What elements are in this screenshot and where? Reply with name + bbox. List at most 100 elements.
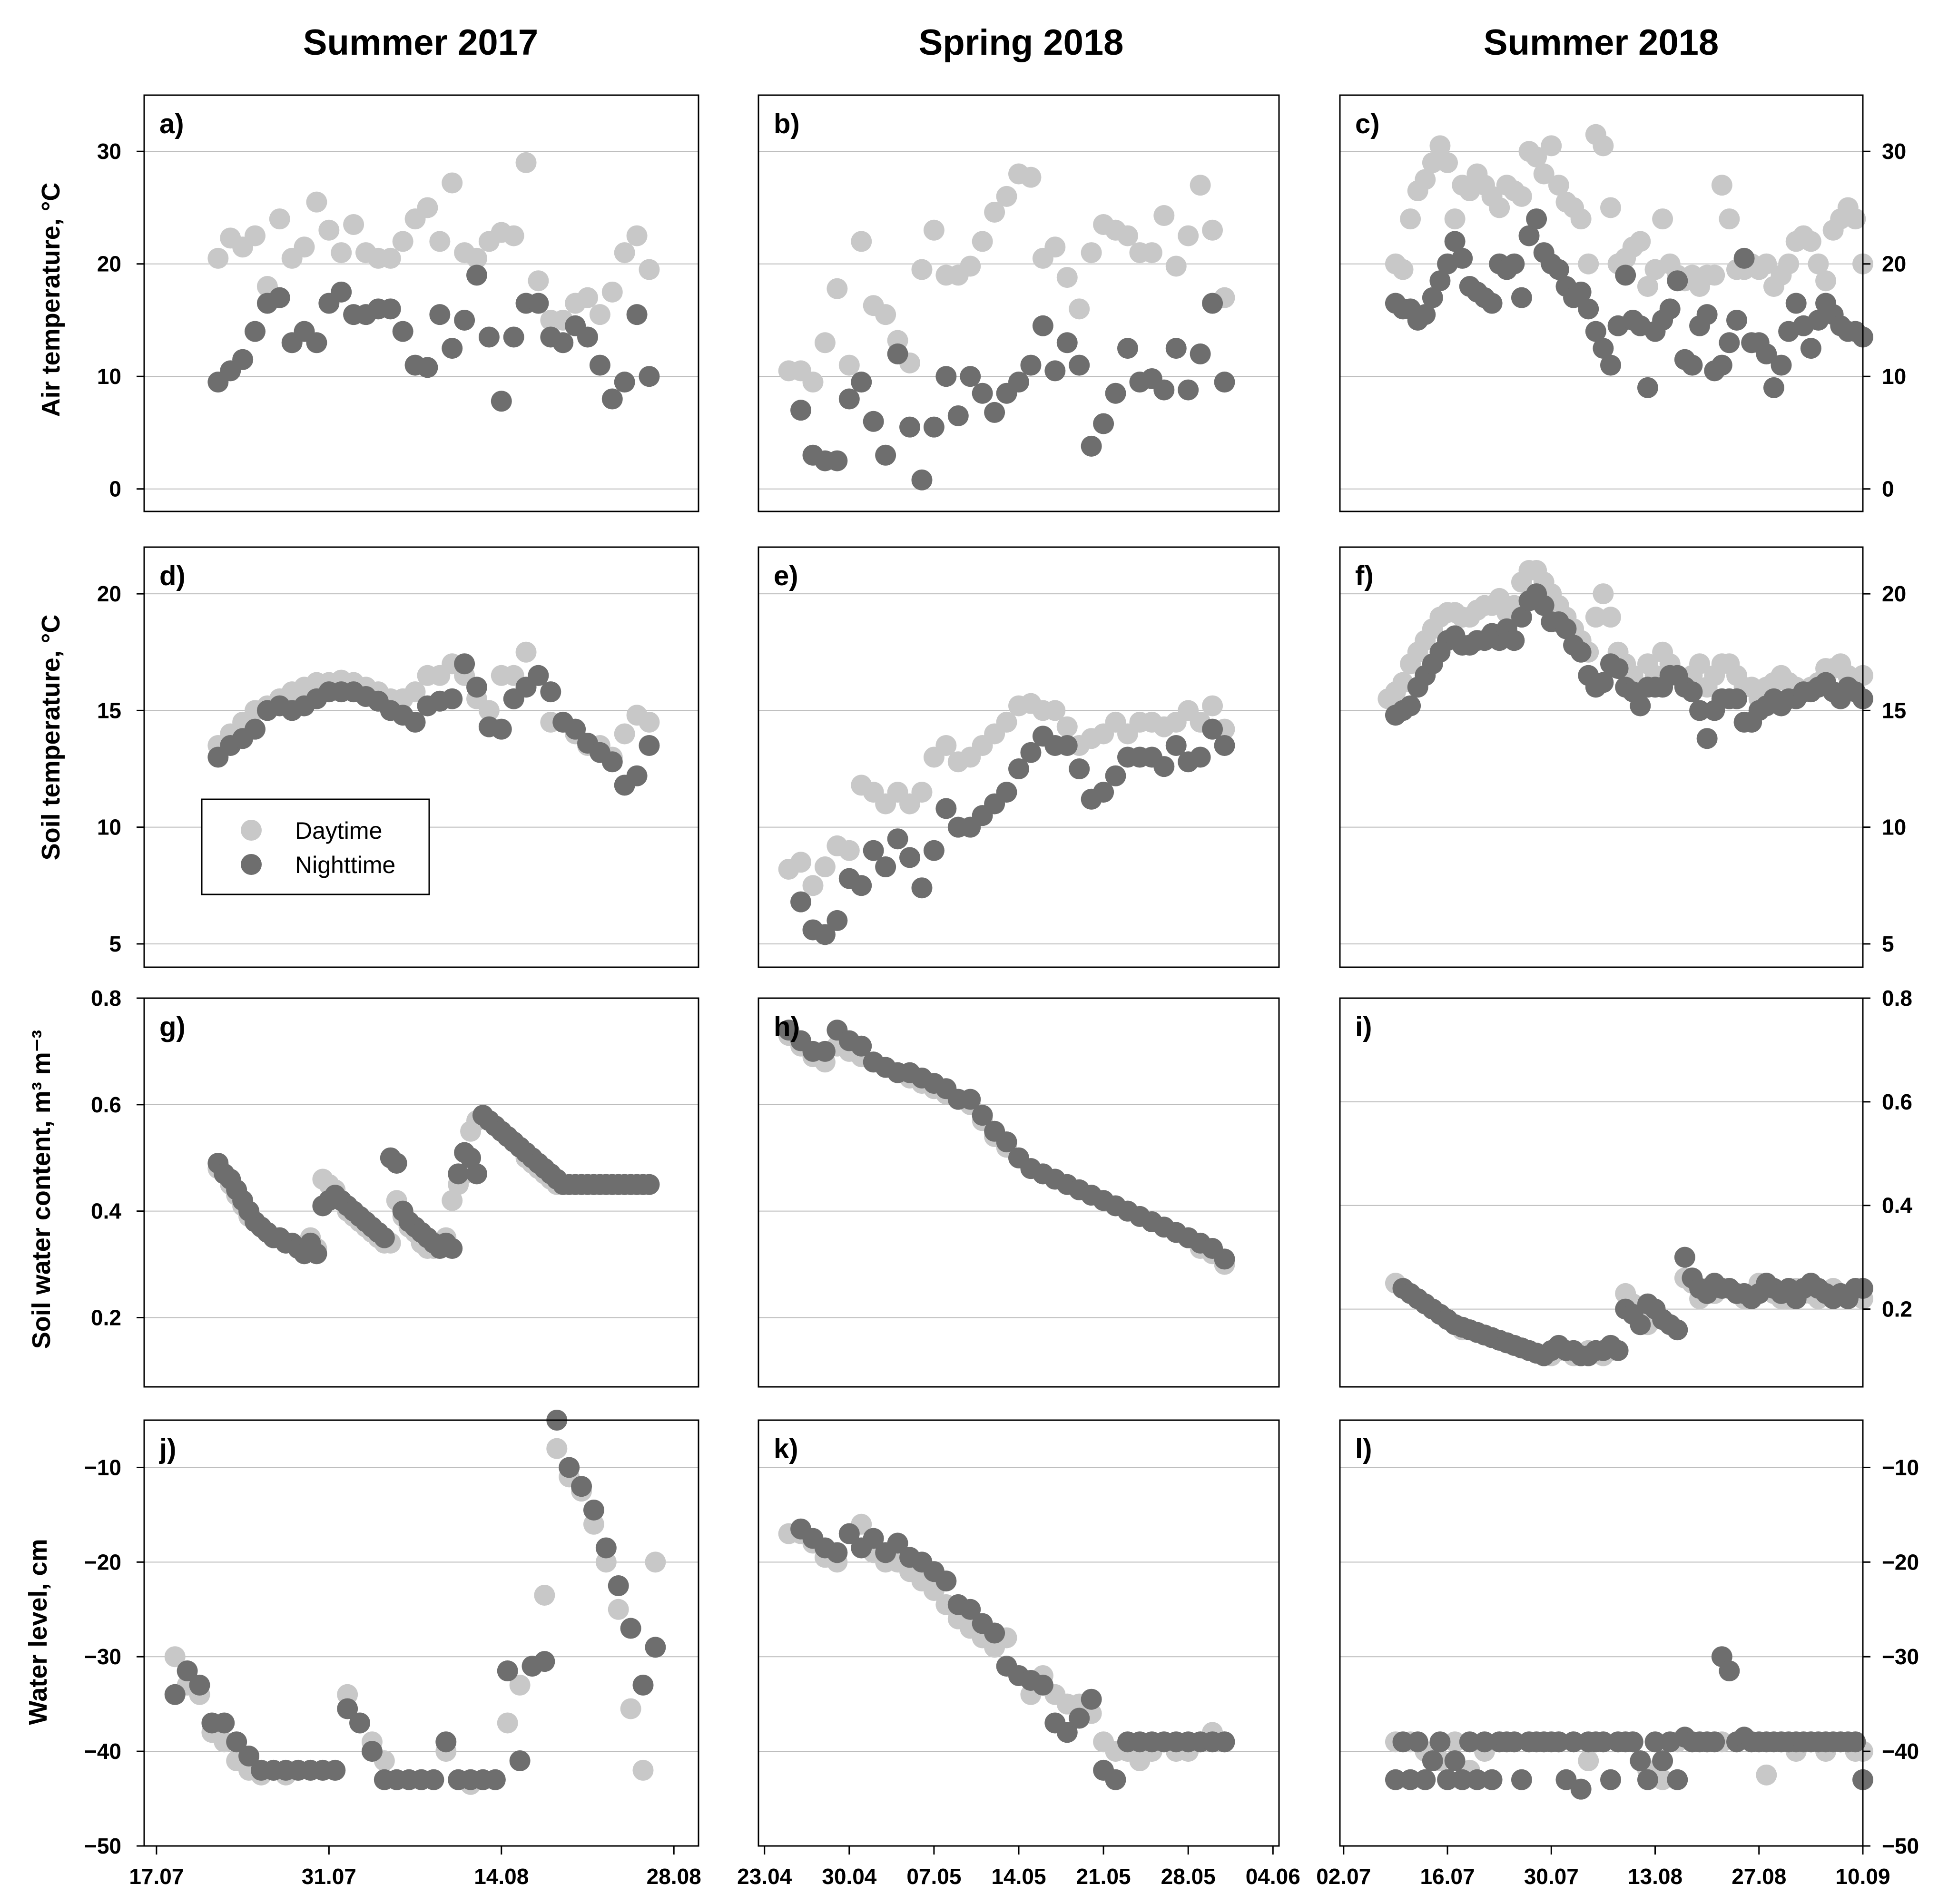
- data-point: [947, 405, 969, 426]
- data-point: [814, 1040, 836, 1062]
- data-point: [1630, 1750, 1651, 1771]
- data-point: [497, 1712, 518, 1734]
- data-point: [417, 197, 438, 218]
- data-point: [1459, 1731, 1480, 1753]
- data-point: [1069, 298, 1090, 320]
- y-tick-label: −20: [1882, 1550, 1919, 1574]
- data-point: [1056, 332, 1078, 353]
- data-point: [294, 236, 315, 258]
- data-point: [601, 388, 623, 410]
- y-tick-label: 5: [109, 932, 121, 956]
- data-point: [923, 416, 945, 438]
- data-point: [1165, 255, 1187, 277]
- legend-daytime-label: Daytime: [295, 817, 382, 844]
- data-point: [645, 1551, 666, 1573]
- data-point: [1400, 208, 1421, 230]
- y-tick-label: 30: [97, 139, 121, 164]
- x-tick-label: 28.05: [1161, 1864, 1216, 1889]
- data-point: [559, 1457, 580, 1478]
- column-title-summer-2017: Summer 2017: [303, 22, 538, 63]
- data-point: [1105, 765, 1126, 786]
- data-point: [863, 840, 884, 861]
- y-tick-label: 0.8: [1882, 986, 1912, 1011]
- data-point: [826, 1542, 848, 1563]
- series-nighttime: [207, 1105, 660, 1265]
- data-point: [589, 354, 610, 376]
- data-point: [1578, 1750, 1599, 1771]
- y-tick-label: −30: [1882, 1644, 1919, 1669]
- data-point: [1585, 321, 1606, 342]
- panel-label: i): [1355, 1011, 1372, 1042]
- data-point: [214, 1712, 235, 1734]
- data-point: [404, 681, 426, 703]
- data-point: [1511, 1769, 1532, 1790]
- data-point: [1667, 270, 1688, 292]
- data-point: [960, 366, 981, 387]
- data-point: [1526, 208, 1547, 230]
- data-point: [935, 366, 957, 387]
- series-daytime: [778, 693, 1235, 896]
- data-point: [177, 1660, 198, 1682]
- data-point: [1407, 1731, 1428, 1753]
- ylabel-water-level: Water level, cm: [24, 1539, 52, 1725]
- data-point: [851, 875, 872, 896]
- data-point: [1400, 695, 1421, 716]
- data-point: [639, 1174, 660, 1195]
- data-point: [626, 304, 648, 325]
- data-point: [1548, 1731, 1569, 1753]
- data-point: [1652, 1769, 1673, 1790]
- data-point: [1415, 169, 1436, 190]
- data-point: [1202, 718, 1223, 740]
- data-point: [1069, 354, 1090, 376]
- data-point: [1081, 1688, 1102, 1710]
- y-tick-label: −20: [84, 1550, 121, 1574]
- data-point: [1674, 1246, 1695, 1268]
- data-point: [1020, 167, 1042, 188]
- data-point: [1069, 1708, 1090, 1729]
- data-point: [1069, 758, 1090, 780]
- data-point: [1808, 253, 1829, 275]
- data-point: [1711, 175, 1732, 196]
- data-point: [1778, 253, 1800, 275]
- data-point: [1682, 354, 1703, 376]
- y-tick-label: −30: [84, 1644, 121, 1669]
- data-point: [509, 1750, 531, 1771]
- data-point: [639, 259, 660, 280]
- x-tick-label: 17.07: [129, 1864, 184, 1889]
- x-tick-label: 14.05: [991, 1864, 1046, 1889]
- data-point: [1214, 1248, 1235, 1270]
- series-daytime: [778, 163, 1235, 393]
- x-tick-label: 10.09: [1835, 1864, 1890, 1889]
- data-point: [1214, 735, 1235, 756]
- data-point: [1689, 700, 1711, 721]
- data-point: [1202, 293, 1223, 314]
- data-point: [1056, 1722, 1078, 1743]
- data-point: [1466, 1769, 1488, 1790]
- data-point: [972, 231, 993, 252]
- panel-label: h): [774, 1011, 800, 1042]
- data-point: [1682, 681, 1703, 703]
- data-point: [887, 343, 908, 364]
- panel-f: f) 5 10 15 20: [1339, 546, 1906, 968]
- x-tick-label: 21.05: [1076, 1864, 1131, 1889]
- data-point: [1190, 746, 1211, 768]
- data-point: [626, 765, 648, 786]
- y-tick-label: −50: [84, 1834, 121, 1858]
- y-tick-label: 0: [109, 477, 121, 501]
- data-point: [380, 247, 401, 269]
- data-point: [1815, 270, 1837, 292]
- data-point: [164, 1646, 186, 1668]
- series-nighttime: [1385, 208, 1873, 398]
- data-point: [1541, 135, 1562, 157]
- data-point: [1607, 658, 1629, 679]
- data-point: [1637, 1769, 1658, 1790]
- data-point: [1800, 231, 1821, 252]
- data-point: [528, 270, 549, 292]
- data-point: [1153, 756, 1175, 777]
- data-point: [1756, 343, 1777, 364]
- data-point: [1422, 287, 1443, 308]
- data-point: [164, 1684, 186, 1705]
- data-point: [1622, 1731, 1643, 1753]
- data-point: [1570, 1778, 1592, 1800]
- data-point: [614, 372, 635, 393]
